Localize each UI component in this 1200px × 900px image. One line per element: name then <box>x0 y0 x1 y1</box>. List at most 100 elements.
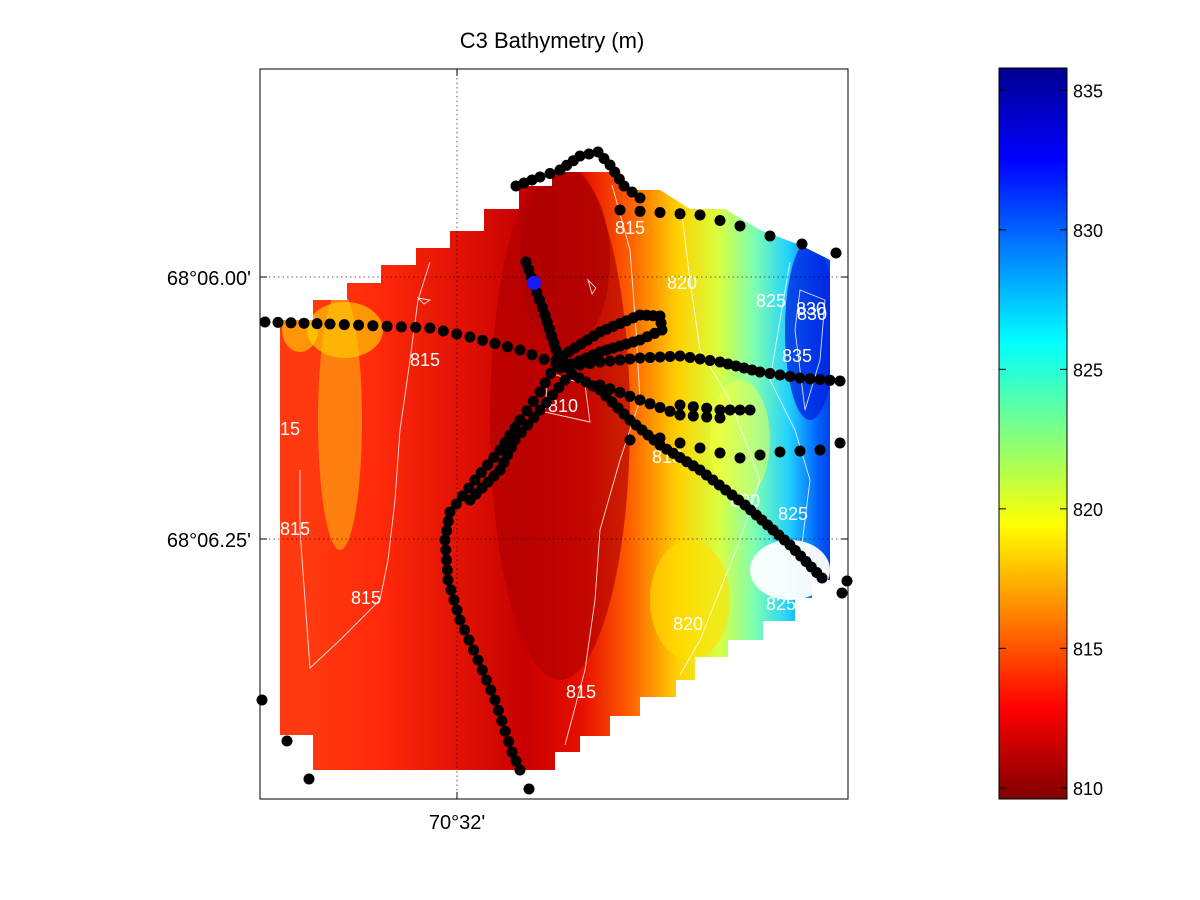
tint-patch <box>520 172 610 350</box>
track-dot <box>654 432 666 444</box>
track-dot <box>694 442 706 454</box>
track-dot <box>794 372 806 384</box>
track-dot <box>644 352 656 363</box>
track-dot <box>464 494 476 506</box>
track-dot <box>724 404 736 416</box>
track-dot <box>526 349 538 361</box>
contour-label: 810 <box>548 396 578 416</box>
contour-label: 835 <box>782 346 812 366</box>
track-dot <box>794 445 806 457</box>
track-dot <box>523 783 535 795</box>
track-dot <box>714 215 726 226</box>
track-dot <box>836 587 848 599</box>
contour-line <box>299 261 431 669</box>
track-dot <box>714 404 726 416</box>
track-dot <box>734 404 746 416</box>
track-dot <box>614 387 626 398</box>
track-dot <box>664 405 676 417</box>
track-dot <box>634 205 646 217</box>
track-dot <box>475 467 487 478</box>
contour-label: 815 <box>280 519 310 539</box>
track-dot <box>634 394 646 406</box>
track-dot <box>463 634 475 646</box>
track-dot <box>482 459 493 471</box>
track-dot <box>754 366 766 378</box>
track-dot <box>469 474 481 486</box>
colorbar-tick-label: 810 <box>1073 779 1103 799</box>
colorbar-fill <box>998 67 1068 800</box>
colorbar: 810 815 820 825 830 835 <box>998 67 1103 800</box>
track-dot <box>574 150 586 162</box>
track-dot <box>634 352 646 364</box>
track-dot <box>437 325 449 337</box>
track-dot <box>701 411 713 423</box>
grid-lines <box>260 69 848 799</box>
track-dot <box>814 444 826 456</box>
track-dot <box>298 317 310 329</box>
track-dot <box>624 353 636 365</box>
track-dot <box>624 434 636 446</box>
track-dot <box>704 355 716 366</box>
track-dot <box>734 452 746 464</box>
track-dot <box>830 247 842 259</box>
contour-line <box>416 297 432 305</box>
colorbar-tick-label: 815 <box>1073 639 1103 659</box>
colorbar-tick-label: 835 <box>1073 81 1103 101</box>
track-dot <box>285 317 297 329</box>
track-dot <box>816 572 828 584</box>
track-dot <box>674 399 686 411</box>
track-dot <box>468 644 479 656</box>
track-dot <box>367 320 379 332</box>
track-dot <box>624 390 636 402</box>
track-dot <box>472 654 484 666</box>
chart-title: C3 Bathymetry (m) <box>460 28 645 53</box>
track-dot <box>506 746 518 758</box>
track-dot <box>540 397 552 408</box>
track-dot <box>324 318 336 330</box>
track-dot <box>764 368 776 379</box>
axis-ticks <box>260 69 848 799</box>
track-dot <box>485 684 497 696</box>
track-dot <box>604 355 616 367</box>
track-dot <box>481 674 492 686</box>
track-dot <box>550 358 562 370</box>
colorbar-ticks: 810 815 820 825 830 835 <box>999 81 1103 799</box>
track-dot <box>694 209 706 221</box>
contour-label: 825 <box>756 291 786 311</box>
track-dot <box>303 773 315 785</box>
track-dot <box>604 383 616 395</box>
track-dot <box>784 371 796 382</box>
track-dot <box>553 382 565 393</box>
contour-lines <box>299 184 826 746</box>
tint-patch <box>650 540 730 660</box>
y-tick-label-1: 68°06.25' <box>167 530 251 552</box>
track-dot <box>521 405 533 417</box>
track-dot <box>499 725 511 737</box>
track-dot <box>534 404 546 416</box>
contour-label: 820 <box>667 273 697 293</box>
track-dot <box>774 446 786 458</box>
track-dot <box>477 334 488 346</box>
track-dot <box>714 447 726 459</box>
track-dot <box>395 321 407 333</box>
track-dot <box>644 398 656 410</box>
tint-patch <box>750 540 830 600</box>
track-dot <box>674 409 686 421</box>
track-dot <box>381 320 393 332</box>
track-dot <box>514 344 526 356</box>
track-dot <box>547 389 558 401</box>
depth-tint-layer <box>282 172 830 680</box>
track-dot <box>687 410 699 422</box>
track-dot <box>476 664 488 676</box>
track-dot <box>503 736 515 748</box>
track-dot <box>614 354 626 366</box>
contour-label: 815 <box>566 682 596 702</box>
track-dot <box>439 534 451 546</box>
contour-label: 825 <box>766 594 796 614</box>
track-dot <box>594 356 606 368</box>
track-dot <box>674 208 686 220</box>
track-dot <box>626 186 638 198</box>
track-dot <box>527 395 539 407</box>
track-dot <box>424 322 436 334</box>
track-dot <box>451 328 463 340</box>
